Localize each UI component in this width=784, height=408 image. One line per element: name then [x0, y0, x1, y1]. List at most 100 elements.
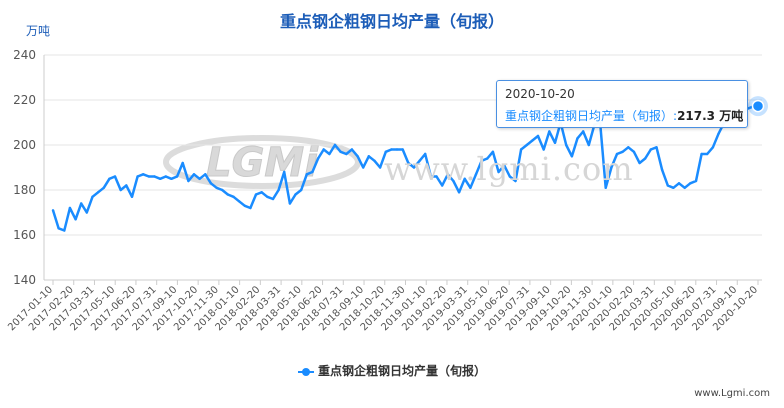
- data-point: [519, 148, 523, 151]
- data-point: [142, 173, 145, 176]
- x-axis: 2017-01-102017-02-202017-03-312017-05-10…: [6, 279, 762, 333]
- data-point: [570, 155, 574, 158]
- data-point: [407, 161, 410, 165]
- data-point: [655, 146, 658, 149]
- data-point: [175, 175, 179, 178]
- data-point: [621, 150, 624, 153]
- data-point: [328, 152, 331, 156]
- data-point: [424, 152, 427, 156]
- data-point: [491, 150, 495, 153]
- data-point: [644, 157, 647, 160]
- data-point: [565, 143, 568, 147]
- data-point: [435, 175, 438, 178]
- data-point: [480, 159, 483, 162]
- data-point: [700, 152, 703, 156]
- data-point: [683, 186, 686, 189]
- tooltip-series-label: 重点钢企粗钢日均产量（旬报）: [505, 109, 674, 123]
- data-point: [615, 152, 619, 156]
- data-point: [446, 173, 449, 176]
- data-point: [164, 175, 167, 178]
- data-point: [395, 148, 399, 151]
- tooltip-row: 重点钢企粗钢日均产量（旬报）:217.3 万吨: [505, 107, 743, 124]
- tooltip-date: 2020-10-20: [505, 87, 575, 101]
- data-point: [711, 146, 715, 149]
- data-point: [311, 170, 314, 174]
- data-point: [553, 141, 557, 144]
- y-tick-label: 140: [13, 273, 36, 287]
- data-point: [486, 157, 489, 160]
- data-point: [136, 175, 139, 178]
- data-point: [362, 166, 365, 169]
- data-point: [457, 191, 461, 194]
- hover-point[interactable]: [751, 99, 765, 113]
- data-point: [706, 152, 709, 156]
- data-point: [508, 175, 511, 178]
- data-point: [350, 148, 354, 151]
- data-point: [689, 182, 692, 185]
- data-point: [582, 130, 585, 133]
- data-point: [226, 193, 229, 196]
- data-point: [170, 177, 173, 180]
- data-point: [187, 179, 190, 183]
- data-point: [147, 175, 151, 178]
- data-point: [378, 166, 382, 169]
- data-point: [85, 211, 89, 214]
- source-credit: www.Lgmi.com: [694, 388, 770, 399]
- data-point: [102, 186, 106, 189]
- data-point: [108, 177, 111, 180]
- chart-title: 重点钢企粗钢日均产量（旬报）: [279, 12, 504, 31]
- data-point: [113, 175, 117, 178]
- watermark-site-text: www.lgmi.com: [384, 150, 634, 188]
- data-point: [204, 173, 207, 176]
- data-point: [576, 137, 579, 140]
- data-point: [452, 179, 455, 183]
- data-point: [441, 184, 444, 187]
- y-tick-label: 200: [13, 138, 36, 152]
- tooltip-value: 217.3: [677, 109, 716, 123]
- data-point: [339, 150, 342, 153]
- legend-label: 重点钢企粗钢日均产量（旬报）: [317, 364, 486, 378]
- data-point: [300, 188, 303, 192]
- data-point: [288, 202, 292, 205]
- y-tick-label: 160: [13, 228, 36, 242]
- data-point: [159, 177, 162, 180]
- y-tick-label: 180: [13, 183, 36, 197]
- data-point: [316, 157, 320, 160]
- data-point: [294, 193, 297, 196]
- data-point: [119, 188, 122, 192]
- data-point: [277, 188, 280, 192]
- data-point: [356, 155, 359, 158]
- data-point: [469, 186, 472, 189]
- y-tick-label: 240: [13, 48, 36, 62]
- data-point: [632, 150, 636, 153]
- data-point: [412, 166, 416, 169]
- data-point: [215, 186, 218, 189]
- data-point: [260, 191, 263, 194]
- data-point: [198, 177, 201, 180]
- data-point: [345, 152, 348, 156]
- data-point: [373, 159, 376, 162]
- y-tick-label: 220: [13, 93, 36, 107]
- data-point: [418, 159, 421, 162]
- data-point: [232, 195, 235, 198]
- legend[interactable]: 重点钢企粗钢日均产量（旬报）: [0, 362, 784, 379]
- data-point: [209, 182, 213, 185]
- data-point: [610, 166, 613, 169]
- lgmi-watermark-logo: LGMi: [163, 135, 361, 189]
- data-point: [221, 188, 224, 192]
- watermark-logo-text: LGMi: [206, 140, 319, 186]
- data-point: [384, 150, 387, 153]
- data-point: [649, 148, 652, 151]
- data-point: [367, 155, 370, 158]
- data-point: [125, 184, 128, 187]
- data-point: [249, 206, 252, 210]
- data-point: [548, 130, 551, 133]
- data-point: [503, 164, 506, 167]
- data-point: [192, 173, 196, 176]
- tooltip-separator: :: [673, 109, 678, 123]
- data-point: [57, 227, 60, 230]
- data-point: [74, 218, 77, 221]
- data-point: [497, 170, 500, 174]
- data-point: [587, 143, 590, 147]
